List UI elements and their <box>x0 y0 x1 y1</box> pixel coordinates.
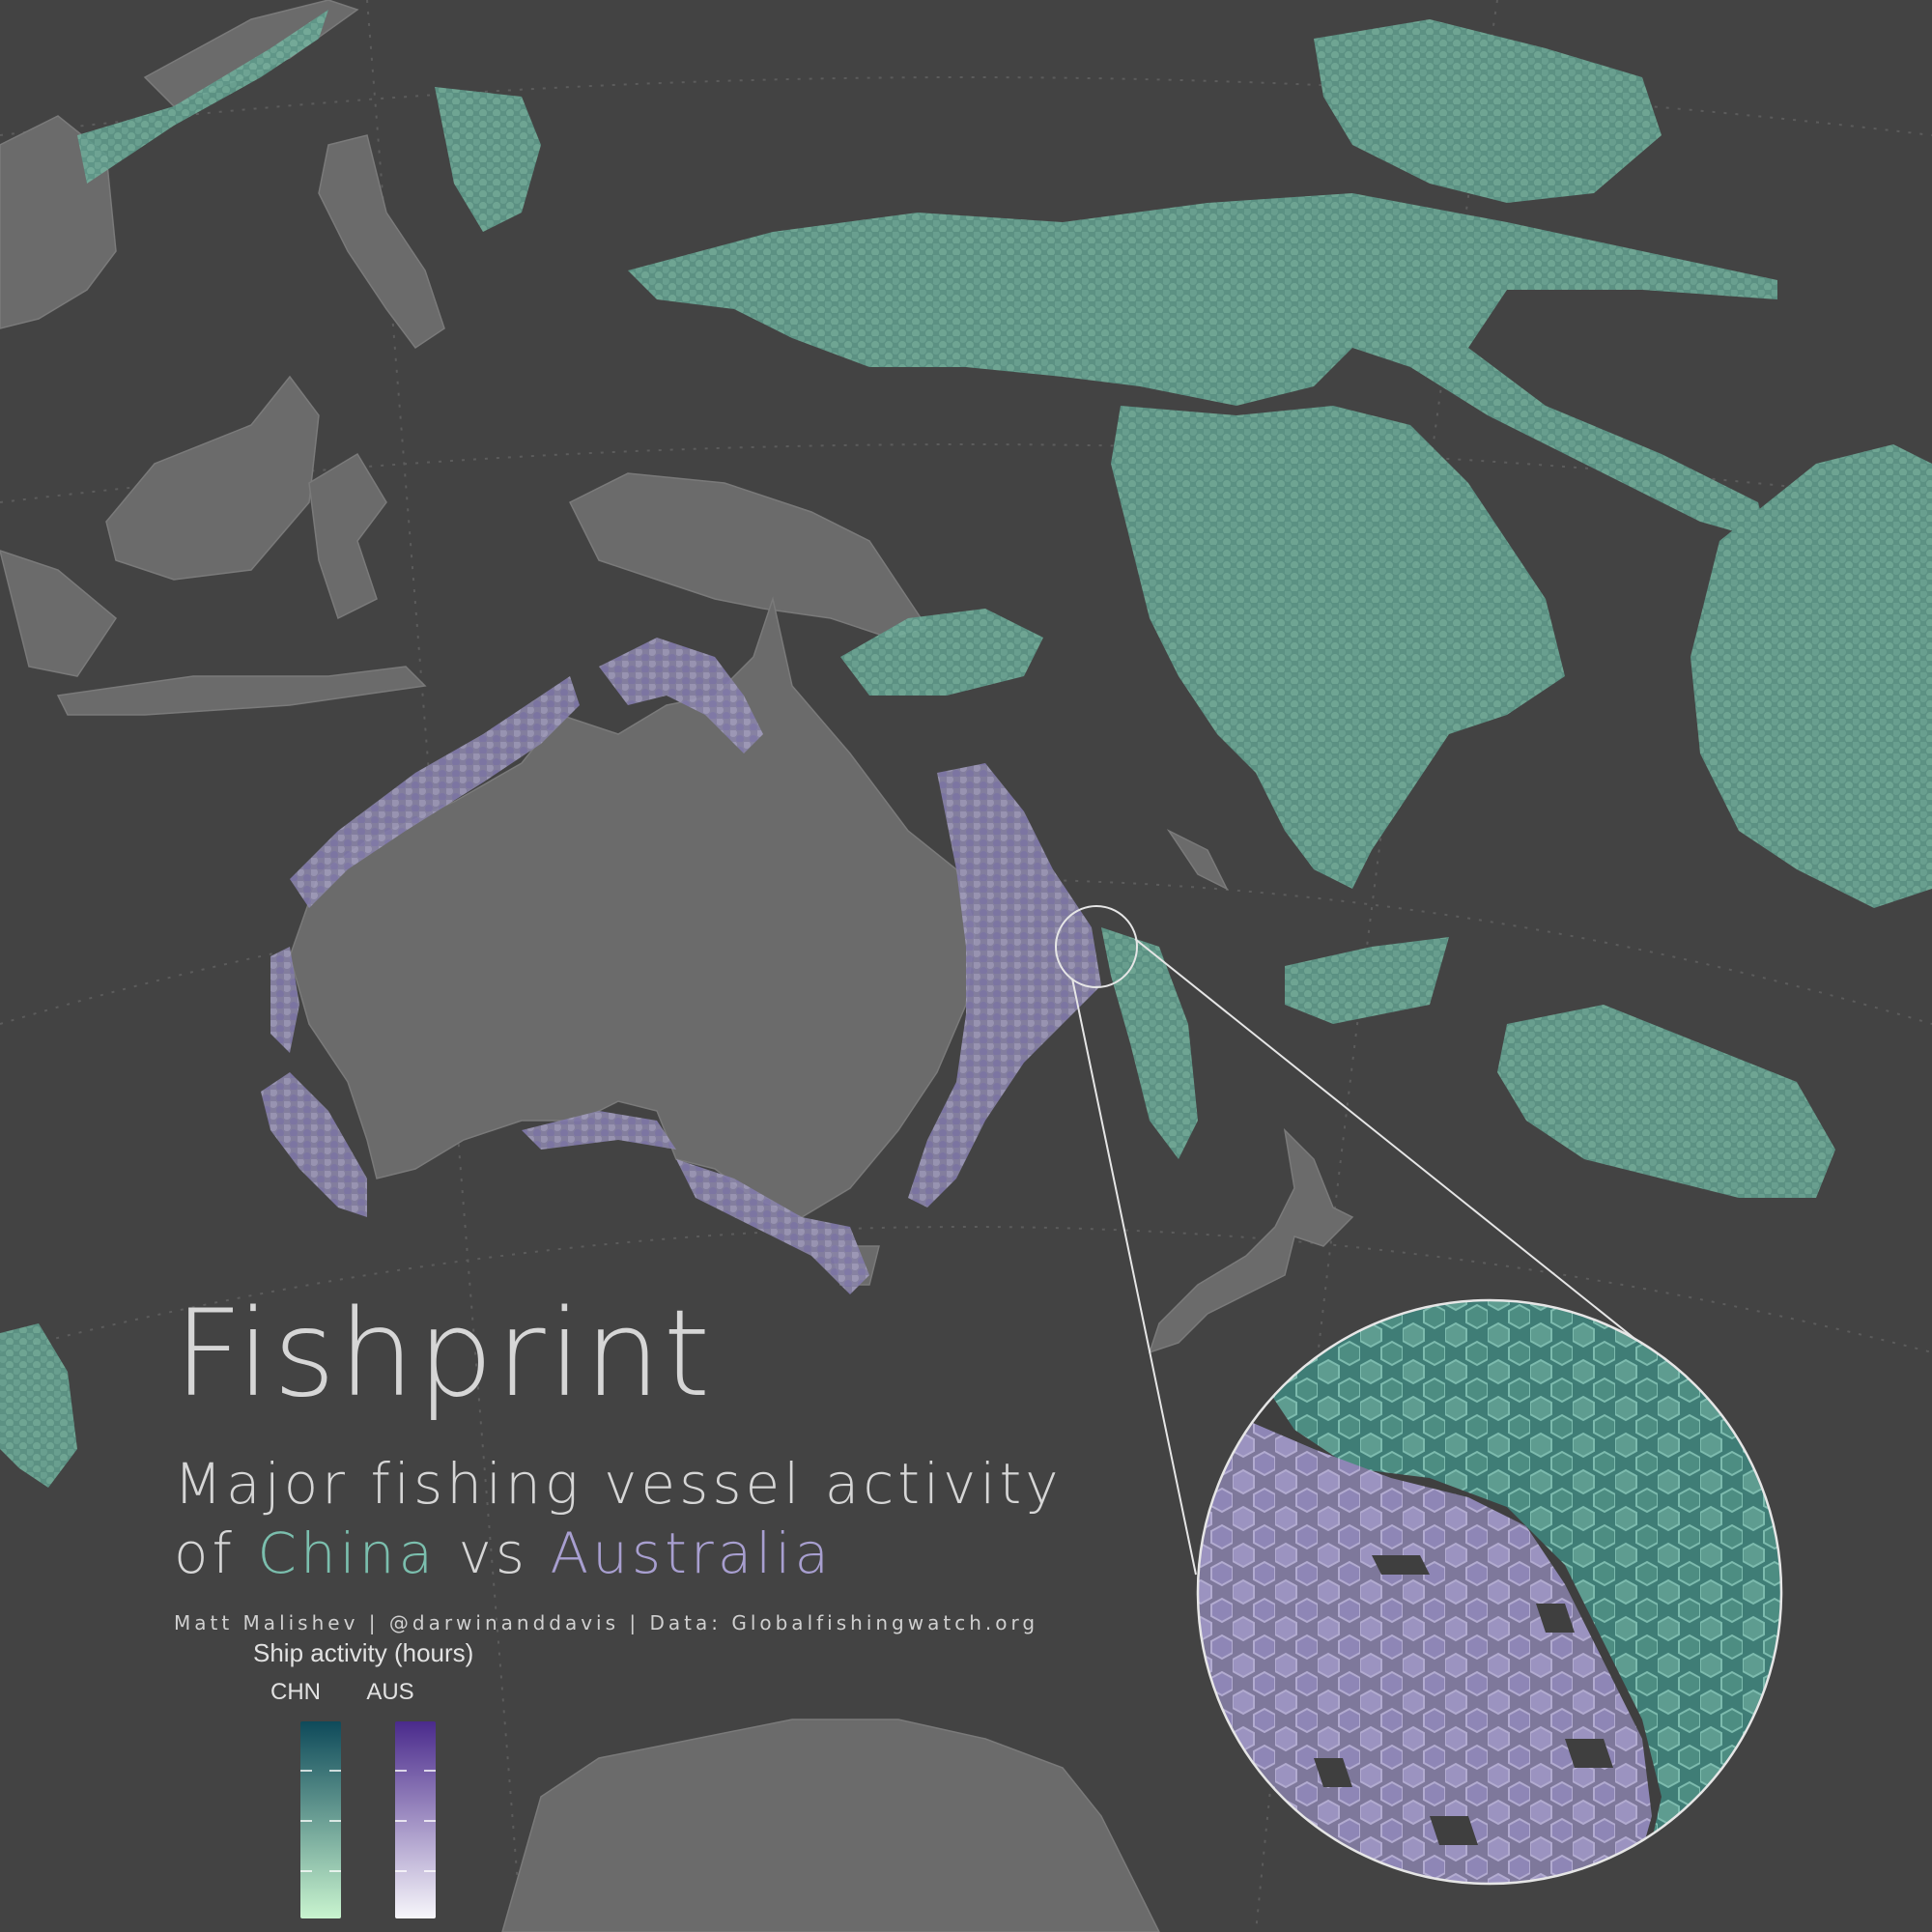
map-subtitle: Major fishing vessel activity of China v… <box>174 1449 1063 1588</box>
china-activity-south-pacific <box>1285 937 1449 1024</box>
zoom-inset <box>1055 905 1783 1886</box>
australia-activity-west <box>270 947 299 1053</box>
sumatra-java-land <box>0 550 427 716</box>
china-activity-east-pacific <box>1690 444 1932 908</box>
credits-line: Matt Malishev | @darwinanddavis | Data: … <box>174 1611 1039 1634</box>
subtitle-china: China <box>257 1520 438 1586</box>
australia-activity-north <box>599 638 763 753</box>
subtitle-line-1: Major fishing vessel activity <box>174 1451 1063 1517</box>
legend-aus-label: AUS <box>366 1679 414 1705</box>
new-caledonia-land <box>1166 829 1229 891</box>
australia-activity-south <box>522 1111 869 1294</box>
china-activity-micronesia <box>1314 19 1662 203</box>
map-title: Fishprint <box>174 1285 714 1424</box>
new-guinea-land <box>568 472 929 639</box>
borneo-land <box>105 375 320 581</box>
australia-land <box>289 596 977 1218</box>
title-block: Fishprint Major fishing vessel activity … <box>174 1294 1063 1634</box>
subtitle-joiner: vs <box>458 1520 529 1586</box>
land-masses <box>0 0 1354 1932</box>
zoom-inset-border <box>1196 1298 1783 1886</box>
sulawesi-land <box>308 452 387 620</box>
antarctica-land <box>501 1719 1160 1932</box>
zoom-connector-line-right <box>1134 938 1643 1346</box>
zoom-australia-hexes <box>1198 1420 1652 1884</box>
china-activity-east-china-sea <box>77 10 328 184</box>
zoom-source-circle <box>1055 905 1138 988</box>
china-activity-southeast-pacific <box>1497 1005 1835 1198</box>
china-activity-tasman <box>1101 927 1198 1159</box>
china-activity-central-pacific <box>1111 406 1565 889</box>
new-zealand-land <box>1148 1127 1354 1354</box>
australia-activity-regions <box>261 638 1101 1294</box>
philippines-land <box>318 134 445 350</box>
legend: Ship activity (hours) CHN AUS <box>253 1638 474 1918</box>
china-activity-indian-ocean <box>0 1323 77 1488</box>
china-activity-north-pacific <box>628 193 1777 541</box>
legend-chn-label: CHN <box>270 1679 321 1705</box>
australia-activity-northwest <box>290 676 580 908</box>
australia-activity-east <box>908 763 1101 1208</box>
china-activity-regions <box>0 10 1932 1488</box>
zoom-connector-line-left <box>1071 978 1197 1576</box>
australia-activity-southwest <box>261 1072 367 1217</box>
subtitle-australia: Australia <box>550 1520 834 1586</box>
subtitle-line-2: of China vs Australia <box>174 1519 1063 1588</box>
subtitle-prefix: of <box>174 1520 236 1586</box>
zoom-china-hexes <box>1256 1300 1781 1884</box>
china-activity-philippine-sea <box>435 87 541 232</box>
legend-chn-colorbar <box>300 1721 341 1918</box>
legend-title: Ship activity (hours) <box>253 1638 474 1667</box>
china-activity-coral-sea <box>840 609 1043 696</box>
legend-aus-colorbar <box>395 1721 436 1918</box>
